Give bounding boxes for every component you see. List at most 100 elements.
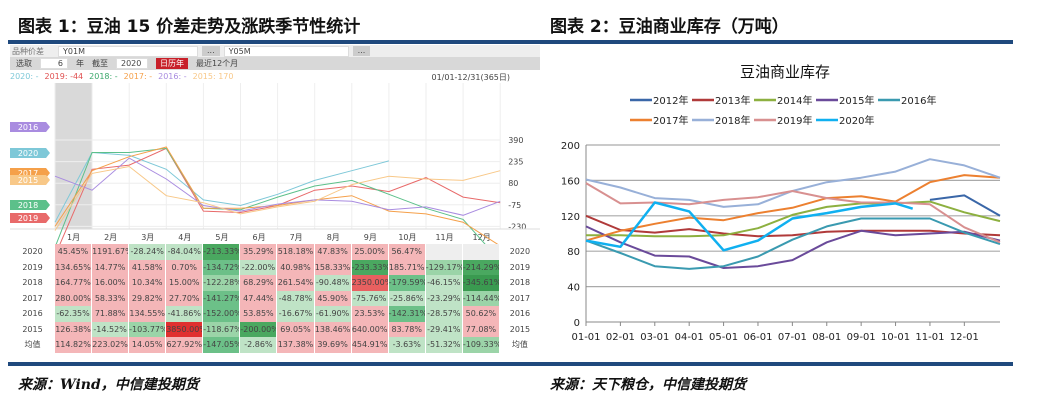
series-line-2012年 <box>929 194 1001 217</box>
y-tick-label: 160 <box>561 176 580 187</box>
table-cell: -41.86% <box>166 306 204 322</box>
table-cell: -25.86% <box>388 290 426 306</box>
tag-shape <box>10 200 50 210</box>
recent-12-months-button[interactable]: 最近12个月 <box>196 59 239 68</box>
table-cell: -23.29% <box>425 290 463 306</box>
x-tick-label: 01-01 <box>571 332 600 343</box>
legend-label: 2012年 <box>653 94 688 107</box>
table-cell: 114.82% <box>54 337 93 353</box>
table-cell: 1191.67% <box>92 244 130 260</box>
table-cell: -152.00% <box>203 306 241 322</box>
y-tick-label: 40 <box>567 283 580 294</box>
table-row: 2017 280.00% 58.33% 29.82% 27.70% -141.27% 47.… <box>10 290 540 306</box>
spread-chart: 39023580-75-230-3851月2月3月4月5月6月7月8月9月10月… <box>10 83 540 244</box>
contract2-browse-button[interactable]: ... <box>352 46 371 56</box>
row-year: 2017 <box>22 293 43 303</box>
contract2-select[interactable]: Y05M <box>223 45 349 57</box>
x-tick-label: 4月 <box>178 233 191 242</box>
chart-title: 豆油商业库存 <box>740 63 830 81</box>
table-cell: -75.76% <box>351 290 389 306</box>
x-tick-label: 11-01 <box>915 332 944 343</box>
table-cell: 77.08% <box>462 321 500 337</box>
x-tick-label: 03-01 <box>640 332 669 343</box>
tag-label: 2018 <box>18 201 38 210</box>
table-cell: -118.67% <box>203 321 241 337</box>
row-year: 2016 <box>22 309 43 318</box>
x-tick-label: 04-01 <box>675 332 704 343</box>
year-tag-2015: 2015 <box>10 175 50 185</box>
table-cell: 16.00% <box>92 275 130 291</box>
table-cell: 56.47% <box>388 244 426 260</box>
x-tick-label: 07-01 <box>778 332 807 343</box>
row-year-right: 2016 <box>509 309 531 318</box>
x-tick-label: 2月 <box>104 233 117 242</box>
table-cell: 25.00% <box>351 244 389 260</box>
tag-label: 2015 <box>18 176 38 185</box>
x-tick-label: 8月 <box>327 233 340 242</box>
table-cell: -2.86% <box>240 337 278 353</box>
row-year-right: 2018 <box>509 278 531 287</box>
table-row: 2020 45.45% 1191.67% -28.24% -84.04% -213.33%… <box>10 244 540 260</box>
table-cell: 126.38% <box>54 321 93 337</box>
contract1-select[interactable]: Y01M <box>58 45 198 57</box>
table-cell: 47.83% <box>314 244 352 260</box>
x-tick-label: 12-01 <box>950 332 979 343</box>
year-tag-2016: 2016 <box>10 122 50 132</box>
table-cell: -48.78% <box>277 290 315 306</box>
y-tick-label: 200 <box>561 141 580 152</box>
table-cell: -28.57% <box>425 306 463 322</box>
row-year: 2020 <box>22 247 43 256</box>
table-cell: 58.33% <box>92 290 130 306</box>
table-cell: 223.02% <box>92 337 130 353</box>
legend-label: 2019年 <box>777 114 812 127</box>
table-cell: 164.77% <box>54 275 93 291</box>
table-cell: -28.24% <box>129 244 167 260</box>
figure2-source: 来源：天下粮仓，中信建投期货 <box>550 377 746 393</box>
years-stepper[interactable]: 6 <box>40 58 68 69</box>
table-cell: -134.72% <box>203 259 241 275</box>
row-year: 2018 <box>22 278 43 287</box>
contract1-browse-button[interactable]: ... <box>202 46 220 56</box>
inventory-chart: 豆油商业库存 2012年 2013年 2014年 2015年 2016年 2017年 2018… <box>561 63 1001 373</box>
x-tick-label: 1月 <box>67 233 80 242</box>
year-tag-2019: 2019 <box>10 213 50 223</box>
series-line-2016年 <box>585 217 1001 270</box>
table-cell <box>425 244 463 260</box>
table-cell: -3.63% <box>388 337 426 353</box>
series-line-2020年 <box>585 201 914 252</box>
until-label: 截至 <box>92 59 108 68</box>
tag-shape <box>10 122 50 132</box>
x-tick-label: 06-01 <box>743 332 772 343</box>
table-cell: 14.77% <box>92 259 130 275</box>
table-cell: 138.46% <box>314 321 352 337</box>
table-cell: 2350.00% <box>351 275 389 291</box>
january-highlight <box>55 83 93 229</box>
until-year-stepper[interactable]: 2020 <box>116 58 148 69</box>
row-year-right: 2019 <box>509 262 531 272</box>
x-tick-label: 9月 <box>364 233 377 242</box>
table-cell: 137.38% <box>277 337 315 353</box>
table-cell: -147.05% <box>203 337 241 353</box>
y-tick-label: 0 <box>574 318 580 329</box>
series-line-2017年 <box>585 174 1001 242</box>
figure1-source: 来源：Wind，中信建投期货 <box>18 377 199 393</box>
table-cell: 15.00% <box>166 275 204 291</box>
series-line-2018 <box>55 147 486 244</box>
table-cell: 50.62% <box>462 306 500 322</box>
header-rule <box>8 40 1013 44</box>
calendar-year-button[interactable]: 日历年 <box>156 58 188 69</box>
x-tick-label: 08-01 <box>812 332 841 343</box>
legend-label: 2014年 <box>777 94 812 107</box>
table-cell: -103.77% <box>129 321 167 337</box>
legend-item: 2020: - <box>10 72 39 81</box>
x-tick-label: 10-01 <box>881 332 910 343</box>
y-tick-label: 235 <box>508 158 523 167</box>
series-line-2014年 <box>586 200 1001 238</box>
table-cell: -114.44% <box>462 290 500 306</box>
figure2-title: 图表 2：豆油商业库存（万吨） <box>550 17 789 37</box>
tag-label: 2019 <box>18 214 38 223</box>
table-cell: 0.70% <box>166 259 204 275</box>
legend-label: 2017年 <box>653 114 688 127</box>
legend-label: 2015年 <box>839 94 874 107</box>
seasonality-table: 2020 45.45% 1191.67% -28.24% -84.04% -213.33%… <box>10 244 540 353</box>
